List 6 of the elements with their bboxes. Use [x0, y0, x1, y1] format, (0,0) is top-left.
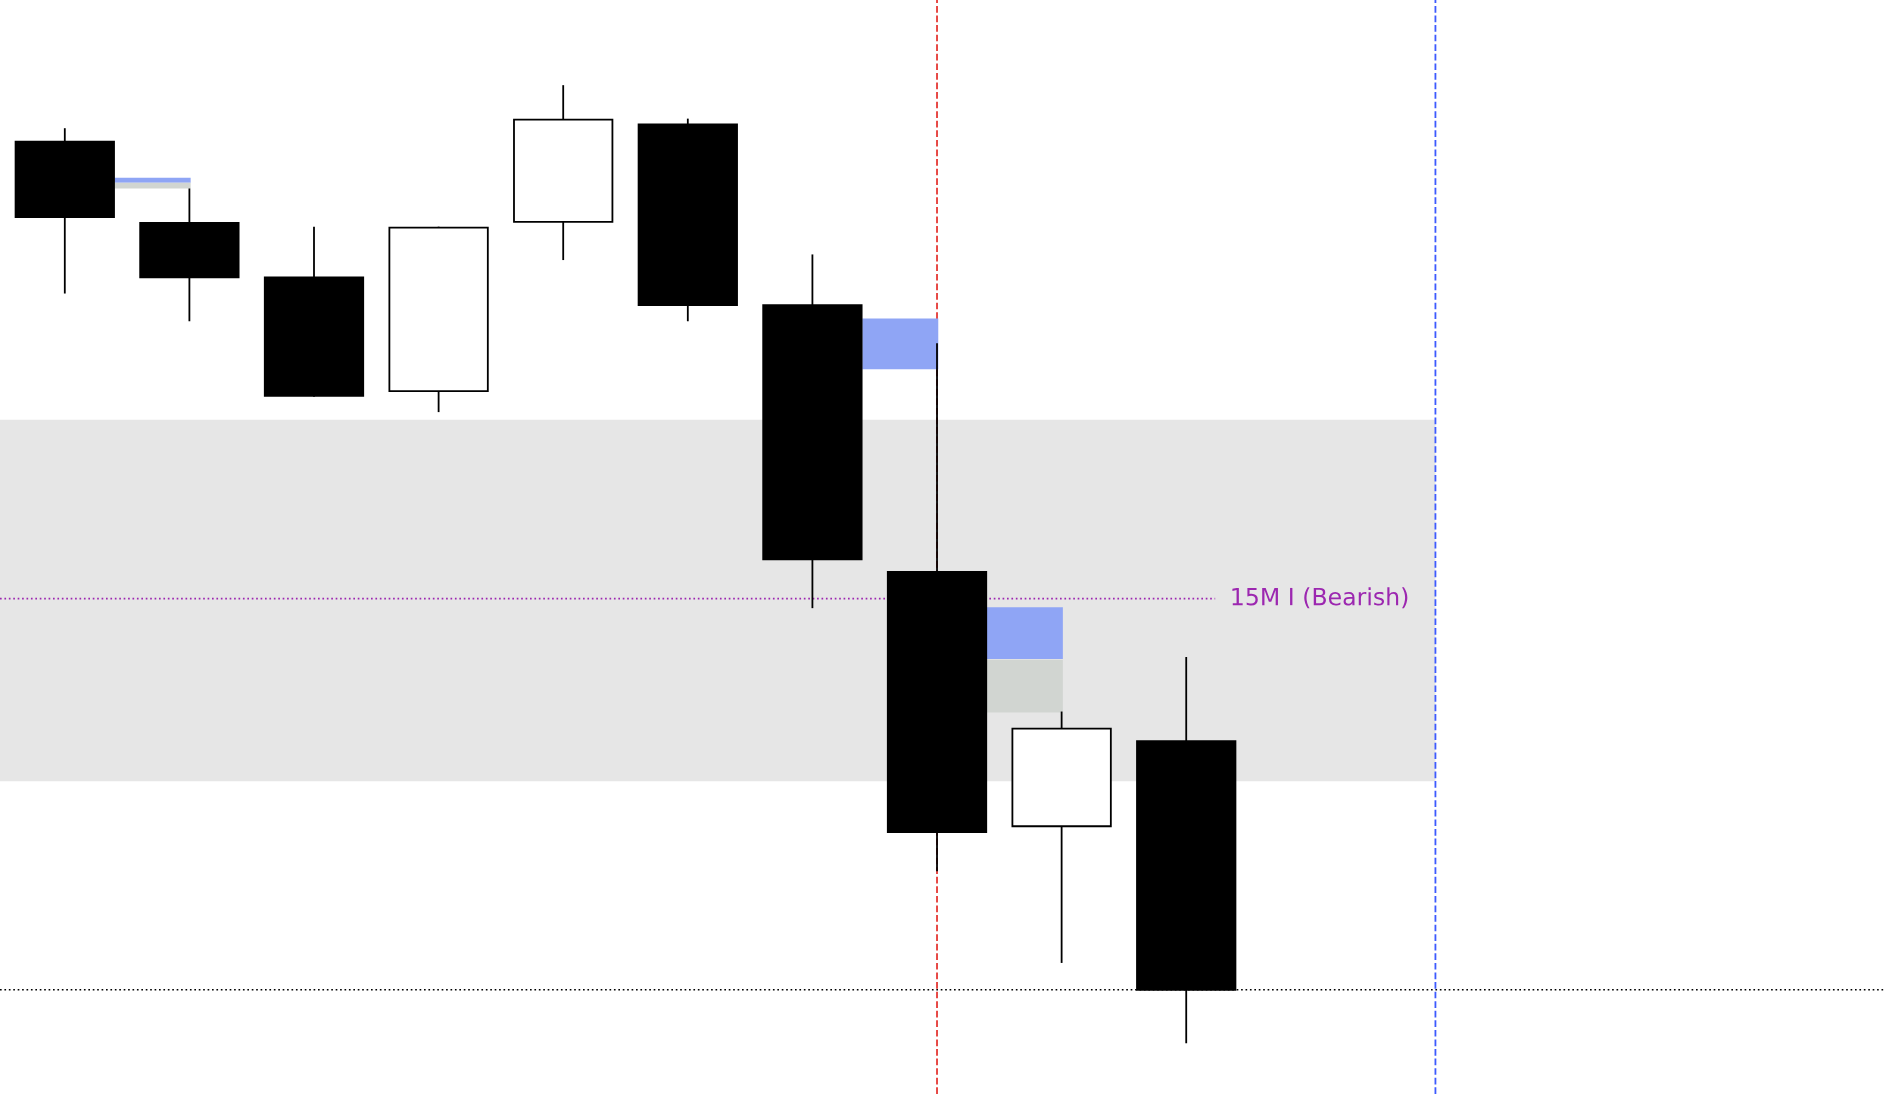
candlestick	[14, 128, 115, 294]
candlestick	[762, 254, 863, 609]
candlestick	[513, 85, 614, 261]
ref-line-label: 15M I (Bearish)	[1232, 587, 1408, 609]
candlestick	[1011, 711, 1112, 963]
candlestick	[139, 188, 240, 322]
